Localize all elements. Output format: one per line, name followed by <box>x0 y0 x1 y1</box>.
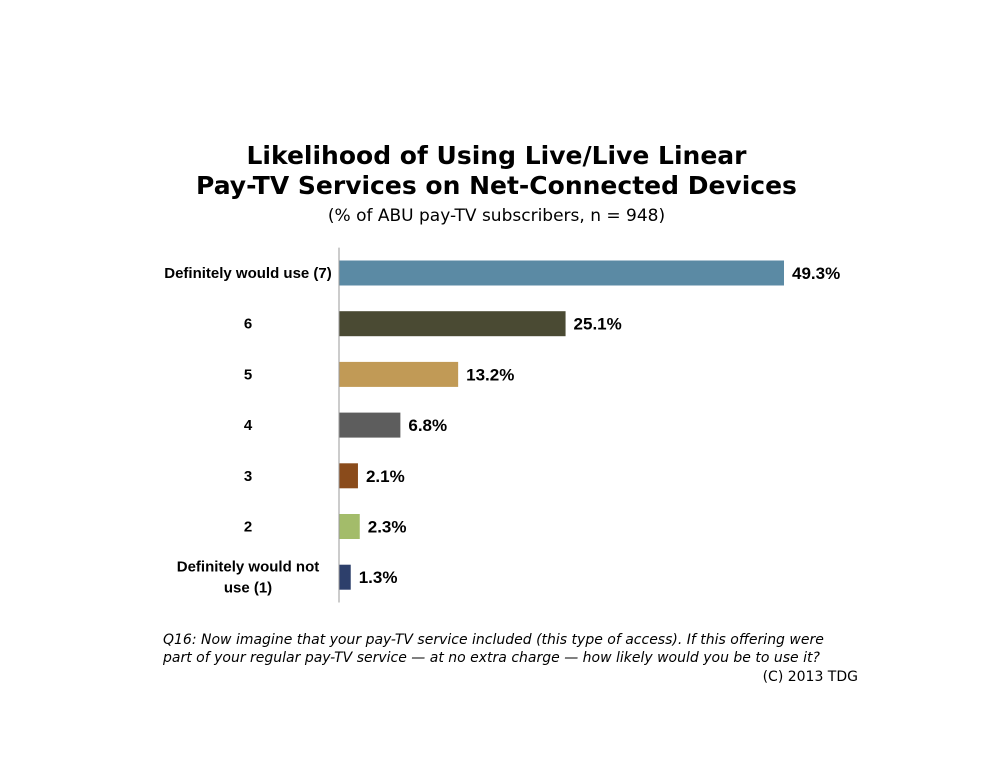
category-label-6-line-0: Definitely would not <box>177 559 320 576</box>
bar-6 <box>339 564 351 590</box>
bar-5 <box>339 514 360 539</box>
category-label-5: 2 <box>244 519 252 536</box>
bar-3 <box>339 412 401 438</box>
category-labels-group: Definitely would use (7) 6 5 4 3 2 Definitely … <box>164 265 332 597</box>
category-label-6-line-1: use (1) <box>224 580 272 597</box>
category-label-4: 3 <box>244 468 252 485</box>
value-label-1: 25.1% <box>574 315 622 334</box>
chart-title-line-2: Pay-TV Services on Net-Connected Devices <box>196 171 797 200</box>
value-label-0: 49.3% <box>792 264 840 283</box>
copyright-notice: (C) 2013 TDG <box>762 669 858 685</box>
value-label-2: 13.2% <box>466 365 514 384</box>
footnote-line-1: Q16: Now imagine that your pay-TV servic… <box>163 632 824 648</box>
bar-4 <box>339 463 358 489</box>
footnote: Q16: Now imagine that your pay-TV servic… <box>163 631 863 667</box>
bars-group <box>339 260 784 590</box>
category-label-0: Definitely would use (7) <box>164 265 332 282</box>
category-label-3: 4 <box>244 417 253 434</box>
bar-1 <box>339 311 566 337</box>
bar-2 <box>339 361 459 387</box>
value-label-4: 2.1% <box>366 467 405 486</box>
category-label-2: 5 <box>244 366 252 383</box>
chart-title-line-1: Likelihood of Using Live/Live Linear <box>246 141 747 170</box>
bar-0 <box>339 260 784 286</box>
category-label-1: 6 <box>244 316 252 333</box>
footnote-line-2: part of your regular pay-TV service — at… <box>163 650 820 666</box>
value-labels-group: 49.3% 25.1% 13.2% 6.8% 2.1% 2.3% 1.3% <box>359 264 840 587</box>
value-label-5: 2.3% <box>368 518 407 537</box>
value-label-3: 6.8% <box>408 416 447 435</box>
value-label-6: 1.3% <box>359 568 398 587</box>
chart-subtitle: (% of ABU pay-TV subscribers, n = 948) <box>327 206 666 226</box>
